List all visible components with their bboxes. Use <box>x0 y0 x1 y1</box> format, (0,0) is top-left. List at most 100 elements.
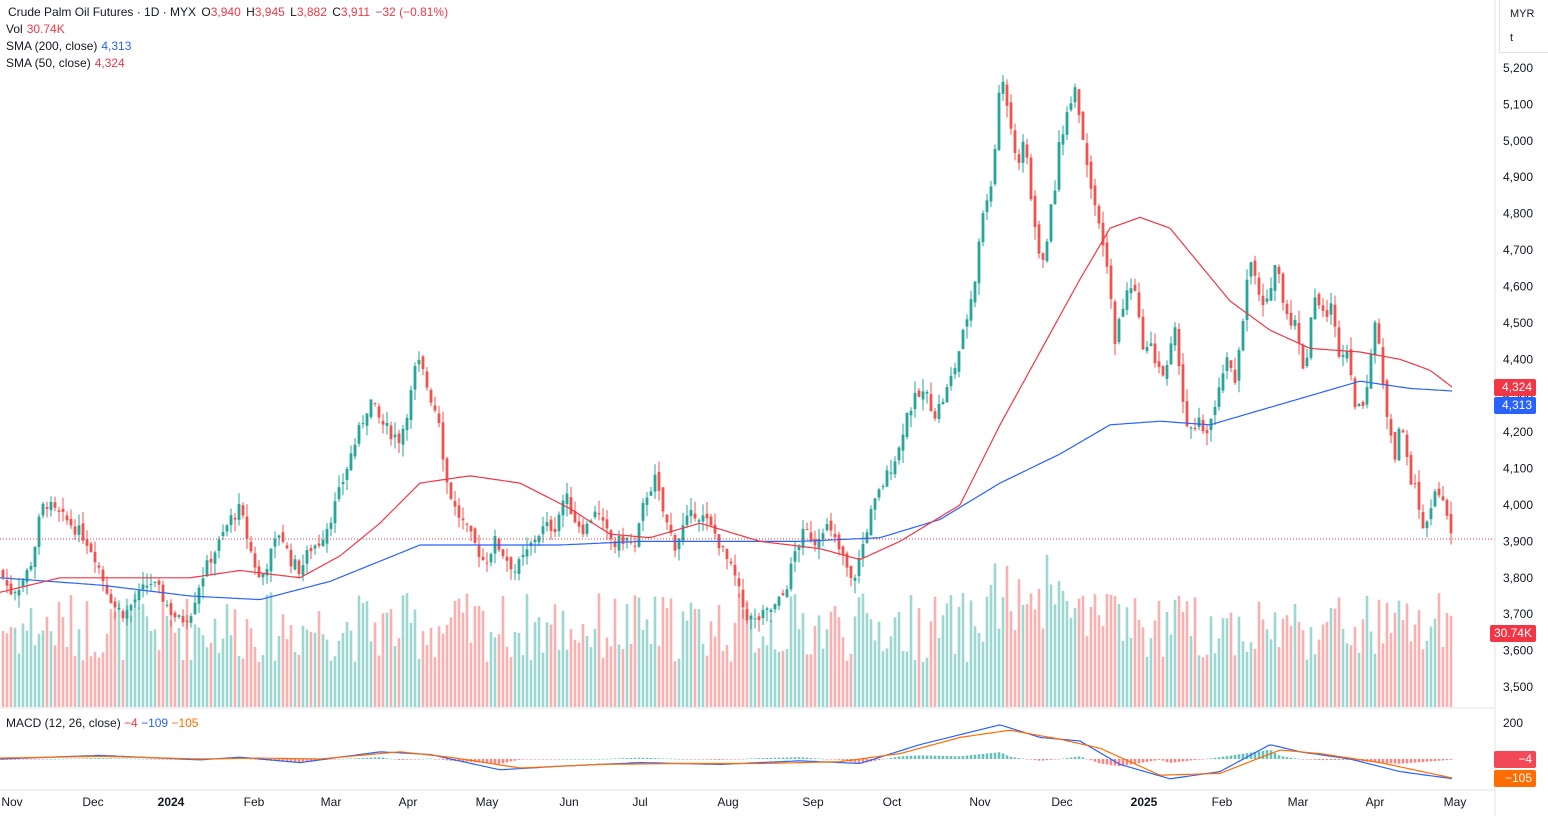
volume-bar <box>1209 616 1213 707</box>
candle-body <box>769 610 773 612</box>
volume-bar <box>397 638 401 707</box>
volume-bar <box>245 619 249 707</box>
macd-hist-bar <box>1021 758 1025 760</box>
macd-hist-bar <box>985 753 989 759</box>
macd-hist-bar <box>833 759 837 760</box>
symbol-title[interactable]: Crude Palm Oil Futures · 1D · MYX <box>8 5 197 19</box>
volume-bar <box>1093 594 1097 707</box>
time-axis-tick: May <box>476 795 499 809</box>
time-axis-tick: Nov <box>969 795 990 809</box>
candle-body <box>433 405 437 411</box>
candle-body <box>1205 430 1209 434</box>
macd-hist-bar <box>93 758 97 759</box>
currency-unit-box[interactable]: MYR t <box>1499 0 1548 53</box>
macd-hist-bar <box>81 758 85 759</box>
sma50-legend[interactable]: SMA (50, close) 4,324 <box>6 55 125 72</box>
candle-body <box>1225 357 1229 371</box>
candle-body <box>937 403 941 419</box>
candle-body <box>73 526 77 535</box>
candle-body <box>733 564 737 576</box>
volume-bar <box>149 630 153 707</box>
macd-hist-bar <box>489 759 493 764</box>
macd-hist-bar <box>1097 759 1101 764</box>
candle-body <box>133 599 137 603</box>
volume-bar <box>1049 584 1053 707</box>
candle-body <box>689 510 693 517</box>
macd-hist-bar <box>989 753 993 759</box>
volume-bar <box>17 653 21 707</box>
macd-hist-bar <box>541 759 545 760</box>
time-axis[interactable]: Nov Dec 2024 Feb Mar Apr May Jun Jul Aug Sep Oct Nov… <box>1 795 1466 809</box>
macd-hist-bar <box>1421 759 1425 762</box>
candle-body <box>461 518 465 521</box>
macd-hist-bar <box>249 758 253 760</box>
macd-hist-bar <box>909 755 913 759</box>
volume-bar <box>993 563 997 707</box>
candle-body <box>913 392 917 410</box>
candle-body <box>1401 430 1405 433</box>
candle-body <box>1193 427 1197 430</box>
volume-bar <box>701 643 705 707</box>
volume-bar <box>677 658 681 707</box>
volume-bar <box>945 603 949 707</box>
volume-bar <box>177 628 181 707</box>
macd-hist-bar <box>1305 759 1309 760</box>
currency-label[interactable]: MYR <box>1510 8 1535 20</box>
candle-body <box>997 92 1001 151</box>
macd-hist-bar <box>617 758 621 759</box>
candle-body <box>941 401 945 405</box>
macd-hist-bar <box>533 759 537 760</box>
candle-body <box>217 539 221 551</box>
volume-bar <box>733 622 737 707</box>
volume-bar <box>777 651 781 707</box>
volume-bar <box>865 613 869 707</box>
candle-body <box>1357 403 1361 407</box>
candle-body <box>113 601 117 608</box>
macd-hist-bar <box>1433 759 1437 762</box>
volume-bar <box>637 597 641 707</box>
volume-bar <box>949 594 953 707</box>
macd-value: −109 <box>141 716 169 730</box>
candle-body <box>809 532 813 542</box>
unit-label[interactable]: t <box>1510 32 1514 44</box>
macd-hist-bar <box>485 759 489 764</box>
candle-body <box>1353 378 1357 408</box>
volume-bar <box>189 659 193 707</box>
candle-body <box>1293 319 1297 327</box>
price-axis[interactable]: 5,200 5,100 5,000 4,900 4,800 4,700 4,600 4,500… <box>1503 61 1533 694</box>
candle-body <box>421 356 425 369</box>
volume-bar <box>625 603 629 707</box>
price-axis-tick: 4,700 <box>1503 243 1533 257</box>
candle-body <box>645 497 649 505</box>
candle-body <box>1 570 5 578</box>
volume-legend[interactable]: Vol 30.74K <box>6 21 65 38</box>
volume-bar <box>109 609 113 707</box>
macd-hist-bar <box>977 754 981 759</box>
candle-body <box>633 545 637 547</box>
macd-legend[interactable]: MACD (12, 26, close) −4 −109 −105 <box>6 715 198 732</box>
volume-bar <box>417 658 421 707</box>
macd-hist-bar <box>45 759 49 760</box>
macd-hist-bar <box>301 759 305 763</box>
candle-body <box>721 546 725 548</box>
candle-body <box>333 501 337 524</box>
candle-body <box>1113 301 1117 344</box>
candle-body <box>213 552 217 564</box>
main-legend[interactable]: Crude Palm Oil Futures · 1D · MYX O3,940… <box>6 4 448 21</box>
candle-body <box>1297 322 1301 344</box>
candle-body <box>761 609 765 619</box>
volume-bar <box>37 633 41 707</box>
candle-body <box>541 526 545 535</box>
macd-hist-bar <box>461 759 465 762</box>
macd-hist-bar <box>1401 759 1405 764</box>
volume-bar <box>1153 620 1157 707</box>
candle-body <box>353 444 357 457</box>
price-axis-tick: 5,100 <box>1503 97 1533 111</box>
candle-body <box>45 507 49 509</box>
volume-bar <box>837 617 841 707</box>
macd-hist-bar <box>1249 752 1253 759</box>
macd-hist-bar <box>953 756 957 759</box>
sma200-legend[interactable]: SMA (200, close) 4,313 <box>6 38 131 55</box>
candle-body <box>1373 322 1377 355</box>
